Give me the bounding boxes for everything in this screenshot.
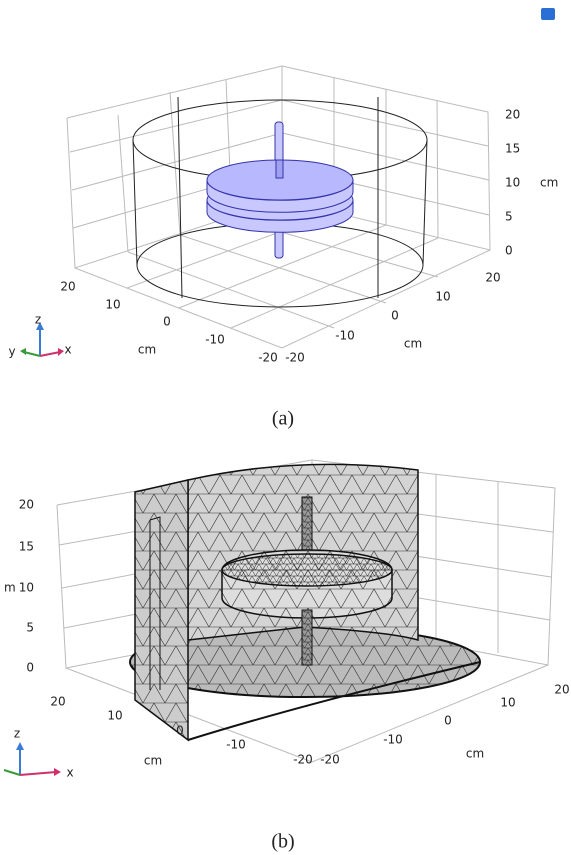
y-tick-label: 10 (105, 298, 120, 312)
z-tick-label: 15 (505, 142, 520, 156)
y-tick-label: -20 (293, 753, 313, 767)
figure: 20 15 10 5 0 cm 20 10 0 -10 -20 cm -20 -10 0 10 20 cm z y x (… (0, 0, 571, 855)
triad-label: z (14, 727, 20, 741)
x-tick-label: 10 (500, 696, 515, 710)
x-tick-label: 0 (444, 714, 452, 728)
caption: (a) (272, 408, 294, 430)
window-icon (541, 8, 555, 20)
triad-label: x (64, 343, 71, 357)
x-tick-label: -20 (320, 753, 340, 767)
y-tick-label: 20 (60, 280, 75, 294)
z-tick-label: 20 (19, 498, 34, 512)
z-tick-label: 10 (19, 581, 34, 595)
z-tick-label: 15 (19, 540, 34, 554)
side-wall-lines (135, 480, 188, 740)
y-unit: cm (138, 343, 156, 357)
x-tick-label: 20 (554, 683, 569, 697)
z-unit: cm (540, 176, 558, 190)
y-tick-label: -20 (258, 351, 278, 365)
triad (20, 322, 64, 356)
triad (4, 742, 61, 776)
x-tick-label: -10 (383, 733, 403, 747)
triad-label: y (8, 345, 15, 359)
y-tick-label: 0 (163, 315, 171, 329)
panel-a (20, 8, 555, 356)
y-tick-label: 0 (176, 724, 184, 738)
x-tick-label: -10 (335, 329, 355, 343)
x-tick-label: 20 (485, 271, 500, 285)
z-tick-label: 10 (505, 176, 520, 190)
z-tick-label: 20 (505, 108, 520, 122)
z-tick-label: 0 (505, 244, 513, 258)
y-tick-label: -10 (205, 333, 225, 347)
y-tick-label: 10 (107, 709, 122, 723)
page: 20 15 10 5 0 cm 20 10 0 -10 -20 cm -20 -10 0 10 20 cm z y x (… (0, 0, 571, 855)
z-unit: m (4, 581, 16, 595)
x-unit: cm (466, 747, 484, 761)
caption: (b) (271, 831, 294, 853)
x-tick-label: -20 (285, 351, 305, 365)
panel-b (4, 460, 555, 776)
z-tick-label: 5 (505, 210, 513, 224)
triad-label: z (35, 313, 41, 327)
triad-label: x (66, 766, 73, 780)
y-tick-label: 20 (50, 695, 65, 709)
y-unit: cm (144, 754, 162, 768)
y-tick-label: -10 (226, 738, 246, 752)
z-tick-label: 5 (26, 621, 34, 635)
x-tick-label: 0 (391, 309, 399, 323)
x-tick-label: 10 (435, 290, 450, 304)
z-tick-label: 0 (26, 661, 34, 675)
x-unit: cm (404, 337, 422, 351)
